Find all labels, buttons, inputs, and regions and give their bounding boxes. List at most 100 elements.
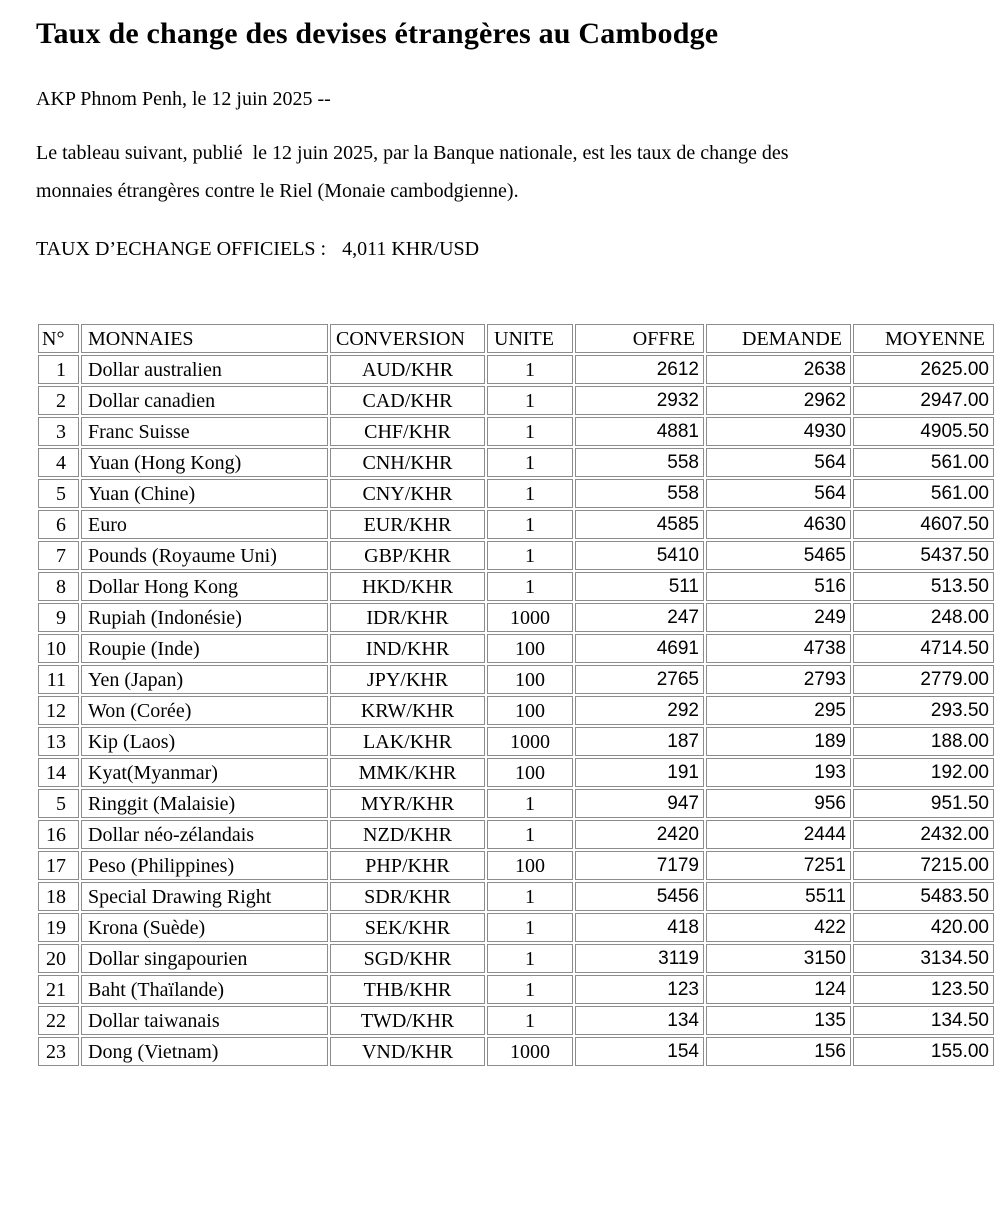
cell-offre: 558 [575,448,704,477]
cell-conversion: TWD/KHR [330,1006,485,1035]
cell-monnaie: Roupie (Inde) [81,634,328,663]
cell-unite: 1000 [487,603,573,632]
cell-unite: 1 [487,479,573,508]
cell-no: 1 [38,355,79,384]
cell-moyenne: 248.00 [853,603,994,632]
cell-unite: 1 [487,386,573,415]
cell-demande: 156 [706,1037,851,1066]
cell-no: 19 [38,913,79,942]
column-header-offre: OFFRE [575,324,704,353]
column-header-conversion: CONVERSION [330,324,485,353]
column-header-moyenne: MOYENNE [853,324,994,353]
cell-unite: 1 [487,355,573,384]
table-row: 1 Dollar australien AUD/KHR 1 2612 2638 2625.0… [38,355,994,384]
cell-demande: 564 [706,448,851,477]
cell-moyenne: 7215.00 [853,851,994,880]
cell-moyenne: 2625.00 [853,355,994,384]
cell-unite: 1000 [487,727,573,756]
cell-demande: 249 [706,603,851,632]
cell-unite: 1 [487,448,573,477]
table-row: 2 Dollar canadien CAD/KHR 1 2932 2962 2947.00 [38,386,994,415]
cell-conversion: SGD/KHR [330,944,485,973]
cell-conversion: PHP/KHR [330,851,485,880]
cell-offre: 191 [575,758,704,787]
cell-demande: 422 [706,913,851,942]
cell-moyenne: 420.00 [853,913,994,942]
dateline: AKP Phnom Penh, le 12 juin 2025 -- [36,88,331,110]
cell-no: 23 [38,1037,79,1066]
cell-offre: 947 [575,789,704,818]
table-row: 16 Dollar néo-zélandais NZD/KHR 1 2420 2444 24… [38,820,994,849]
table-row: 12 Won (Corée) KRW/KHR 100 292 295 293.50 [38,696,994,725]
cell-monnaie: Euro [81,510,328,539]
cell-no: 16 [38,820,79,849]
cell-demande: 4930 [706,417,851,446]
cell-unite: 1 [487,820,573,849]
cell-no: 7 [38,541,79,570]
cell-demande: 193 [706,758,851,787]
cell-conversion: CHF/KHR [330,417,485,446]
cell-monnaie: Ringgit (Malaisie) [81,789,328,818]
cell-conversion: CNY/KHR [330,479,485,508]
cell-offre: 2420 [575,820,704,849]
cell-no: 11 [38,665,79,694]
cell-demande: 516 [706,572,851,601]
cell-unite: 1 [487,913,573,942]
table-row: 14 Kyat(Myanmar) MMK/KHR 100 191 193 192.00 [38,758,994,787]
table-row: 4 Yuan (Hong Kong) CNH/KHR 1 558 564 561.00 [38,448,994,477]
table-row: 22 Dollar taiwanais TWD/KHR 1 134 135 134.50 [38,1006,994,1035]
cell-monnaie: Dollar taiwanais [81,1006,328,1035]
intro-paragraph: Le tableau suivant, publié le 12 juin 20… [36,134,970,210]
table-row: 7 Pounds (Royaume Uni) GBP/KHR 1 5410 5465 543… [38,541,994,570]
cell-conversion: SEK/KHR [330,913,485,942]
column-header-demande: DEMANDE [706,324,851,353]
official-rate-line: TAUX D’ECHANGE OFFICIELS : 4,011 KHR/USD [36,236,970,262]
cell-conversion: EUR/KHR [330,510,485,539]
table-body: 1 Dollar australien AUD/KHR 1 2612 2638 2625.0… [38,355,994,1066]
cell-offre: 247 [575,603,704,632]
table-row: 11 Yen (Japan) JPY/KHR 100 2765 2793 2779.00 [38,665,994,694]
cell-demande: 135 [706,1006,851,1035]
cell-no: 22 [38,1006,79,1035]
cell-moyenne: 188.00 [853,727,994,756]
cell-offre: 4585 [575,510,704,539]
official-rate-label: TAUX D’ECHANGE OFFICIELS : [36,238,327,260]
cell-conversion: VND/KHR [330,1037,485,1066]
cell-moyenne: 4714.50 [853,634,994,663]
cell-demande: 956 [706,789,851,818]
cell-no: 18 [38,882,79,911]
cell-monnaie: Dollar canadien [81,386,328,415]
cell-demande: 7251 [706,851,851,880]
cell-unite: 100 [487,851,573,880]
cell-monnaie: Yen (Japan) [81,665,328,694]
cell-offre: 5456 [575,882,704,911]
cell-offre: 187 [575,727,704,756]
cell-monnaie: Dollar Hong Kong [81,572,328,601]
cell-demande: 5511 [706,882,851,911]
cell-monnaie: Won (Corée) [81,696,328,725]
intro-line-2: monnaies étrangères contre le Riel (Mona… [36,180,519,202]
cell-unite: 1 [487,882,573,911]
cell-no: 9 [38,603,79,632]
cell-conversion: HKD/KHR [330,572,485,601]
cell-moyenne: 293.50 [853,696,994,725]
table-row: 20 Dollar singapourien SGD/KHR 1 3119 3150 313… [38,944,994,973]
cell-demande: 2638 [706,355,851,384]
table-header-row: N° MONNAIES CONVERSION UNITE OFFRE DEMANDE MOY… [38,324,994,353]
cell-unite: 1 [487,975,573,1004]
cell-no: 3 [38,417,79,446]
cell-demande: 295 [706,696,851,725]
cell-moyenne: 561.00 [853,448,994,477]
cell-conversion: AUD/KHR [330,355,485,384]
cell-conversion: KRW/KHR [330,696,485,725]
cell-monnaie: Pounds (Royaume Uni) [81,541,328,570]
cell-monnaie: Kyat(Myanmar) [81,758,328,787]
cell-conversion: MMK/KHR [330,758,485,787]
exchange-rate-table: N° MONNAIES CONVERSION UNITE OFFRE DEMANDE MOY… [36,322,996,1068]
cell-monnaie: Kip (Laos) [81,727,328,756]
cell-demande: 5465 [706,541,851,570]
cell-unite: 100 [487,758,573,787]
cell-unite: 1 [487,1006,573,1035]
table-row: 18 Special Drawing Right SDR/KHR 1 5456 5511 5… [38,882,994,911]
cell-unite: 1 [487,510,573,539]
